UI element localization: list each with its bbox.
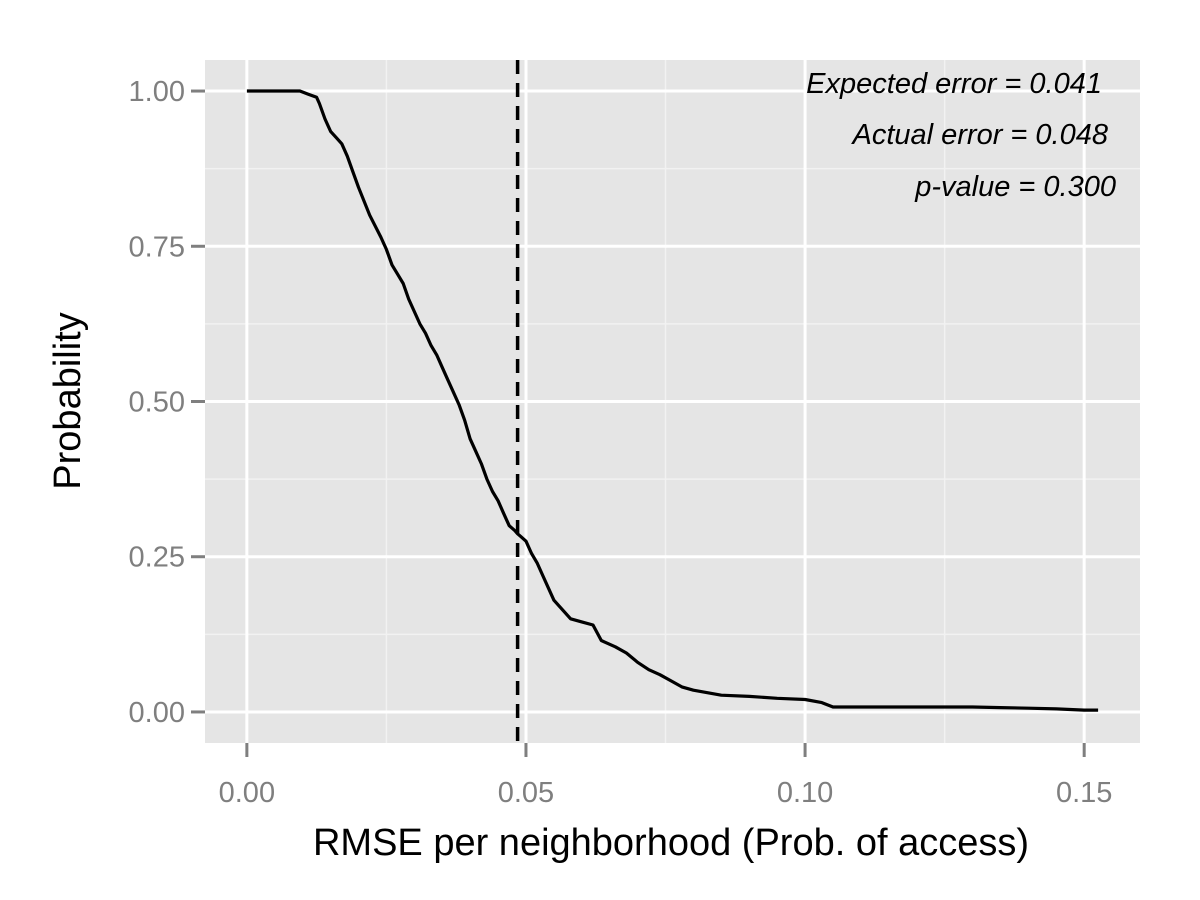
x-tick-label: 0.05: [498, 777, 554, 809]
x-tick-label: 0.15: [1056, 777, 1112, 809]
y-axis: 0.00 0.25 0.50 0.75 1.00: [129, 76, 205, 729]
x-tick-label: 0.10: [777, 777, 833, 809]
annotation-actual-error: Actual error = 0.048: [850, 119, 1108, 151]
series-line: [246, 89, 1099, 712]
y-axis-title: Probability: [47, 312, 89, 489]
annotation-p-value: p-value = 0.300: [914, 171, 1116, 203]
y-tick-label: 0.50: [129, 387, 185, 419]
annotation-expected-error: Expected error = 0.041: [806, 68, 1102, 100]
major-gridlines: [205, 60, 1140, 743]
y-tick-label: 1.00: [129, 76, 185, 108]
y-tick-label: 0.75: [129, 231, 185, 263]
y-tick-label: 0.00: [129, 697, 185, 729]
x-axis: 0.00 0.05 0.10 0.15: [219, 743, 1112, 809]
x-axis-title: RMSE per neighborhood (Prob. of access): [313, 822, 1029, 864]
x-tick-label: 0.00: [219, 777, 275, 809]
y-tick-label: 0.25: [129, 542, 185, 574]
